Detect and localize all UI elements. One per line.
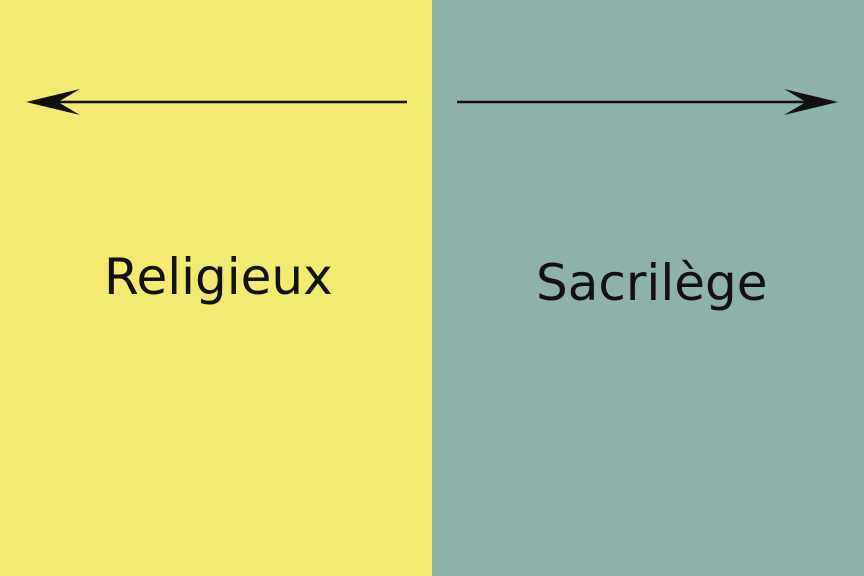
- left-arrow-head: [26, 89, 80, 115]
- left-arrow-icon: [26, 89, 407, 115]
- right-arrow-icon: [457, 89, 838, 115]
- religious-label: Religieux: [104, 248, 333, 306]
- sacrilege-label: Sacrilège: [536, 254, 768, 312]
- right-arrow-head: [784, 89, 838, 115]
- religious-panel: Religieux: [0, 0, 432, 576]
- sacrilege-panel: Sacrilège: [432, 0, 864, 576]
